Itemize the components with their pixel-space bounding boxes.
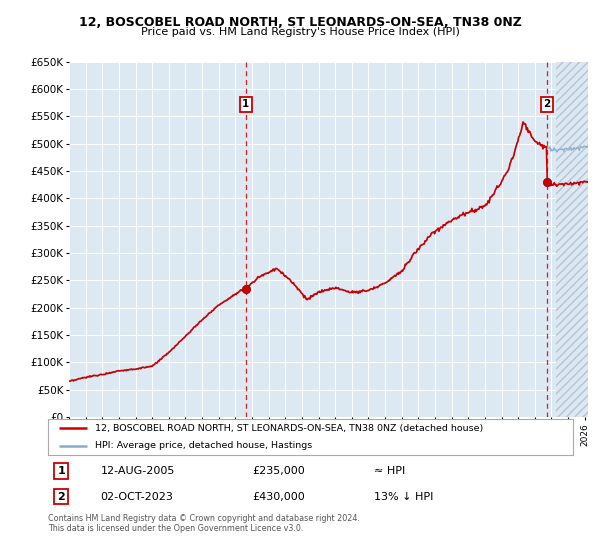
Bar xyxy=(556,62,588,417)
Text: HPI: Average price, detached house, Hastings: HPI: Average price, detached house, Hast… xyxy=(95,441,313,450)
Text: 1: 1 xyxy=(242,99,249,109)
Bar xyxy=(556,62,588,417)
Text: Contains HM Land Registry data © Crown copyright and database right 2024.
This d: Contains HM Land Registry data © Crown c… xyxy=(48,514,360,533)
Text: 12, BOSCOBEL ROAD NORTH, ST LEONARDS-ON-SEA, TN38 0NZ: 12, BOSCOBEL ROAD NORTH, ST LEONARDS-ON-… xyxy=(79,16,521,29)
Text: 02-OCT-2023: 02-OCT-2023 xyxy=(101,492,173,502)
Text: ≈ HPI: ≈ HPI xyxy=(373,466,405,476)
Text: £235,000: £235,000 xyxy=(253,466,305,476)
Text: Price paid vs. HM Land Registry's House Price Index (HPI): Price paid vs. HM Land Registry's House … xyxy=(140,27,460,37)
Text: 13% ↓ HPI: 13% ↓ HPI xyxy=(373,492,433,502)
Text: 12-AUG-2005: 12-AUG-2005 xyxy=(101,466,175,476)
Text: 1: 1 xyxy=(57,466,65,476)
Text: 2: 2 xyxy=(57,492,65,502)
Text: 12, BOSCOBEL ROAD NORTH, ST LEONARDS-ON-SEA, TN38 0NZ (detached house): 12, BOSCOBEL ROAD NORTH, ST LEONARDS-ON-… xyxy=(95,424,484,433)
Text: 2: 2 xyxy=(544,99,551,109)
Text: £430,000: £430,000 xyxy=(253,492,305,502)
